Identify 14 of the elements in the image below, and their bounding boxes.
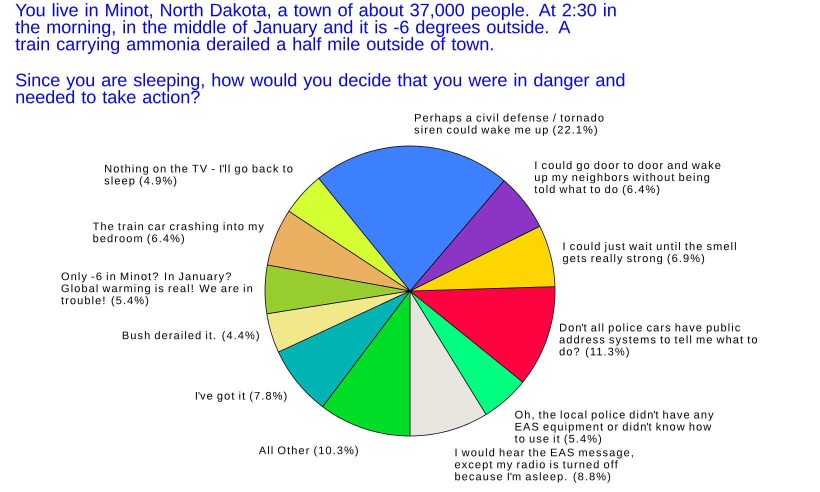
slice-label: All Other (10.3%) [258,446,358,456]
slice-label: I've got it (7.8%) [196,392,287,402]
slice-label: Bush derailed it. (4.4%) [122,331,259,342]
chart-title: You live in Minot, North Dakota, a town of about 37,000 people. At 2:30 in the morning, in the middle of January and it is -6 degrees outside. A train carrying ammonia derailed a half mile outside of town. [15,3,616,54]
slice-label: Nothing on the TV - I'll go back to sleep (4.9%) [104,164,292,187]
slice-label: Don't all police cars have public address systems to tell me what to do? (11.3%) [560,323,758,358]
slice-label: I could go door to door and wake up my neighbors without being told what to do (6.4%) [534,161,720,196]
slice-label: Only -6 in Minot? In January? Global warming is real! We are in trouble! (5.4%) [61,272,252,306]
slice-label: Oh, the local police didn't have any EAS equipment or didn't know how to use it (5.4%) [514,410,714,445]
slice-label: Perhaps a civil defense / tornado siren could wake me up (22.1%) [414,114,604,136]
slice-label: The train car crashing into my bedroom (6.4%) [92,222,264,244]
chart-subtitle: Since you are sleeping, how would you decide that you were in danger and needed to take action? [16,73,624,104]
slice-label: I could just wait until the smell gets really strong (6.9%) [562,242,736,264]
slice-label: I would hear the EAS message, except my radio is turned off because I'm asleep. (8.8%) [454,448,633,483]
